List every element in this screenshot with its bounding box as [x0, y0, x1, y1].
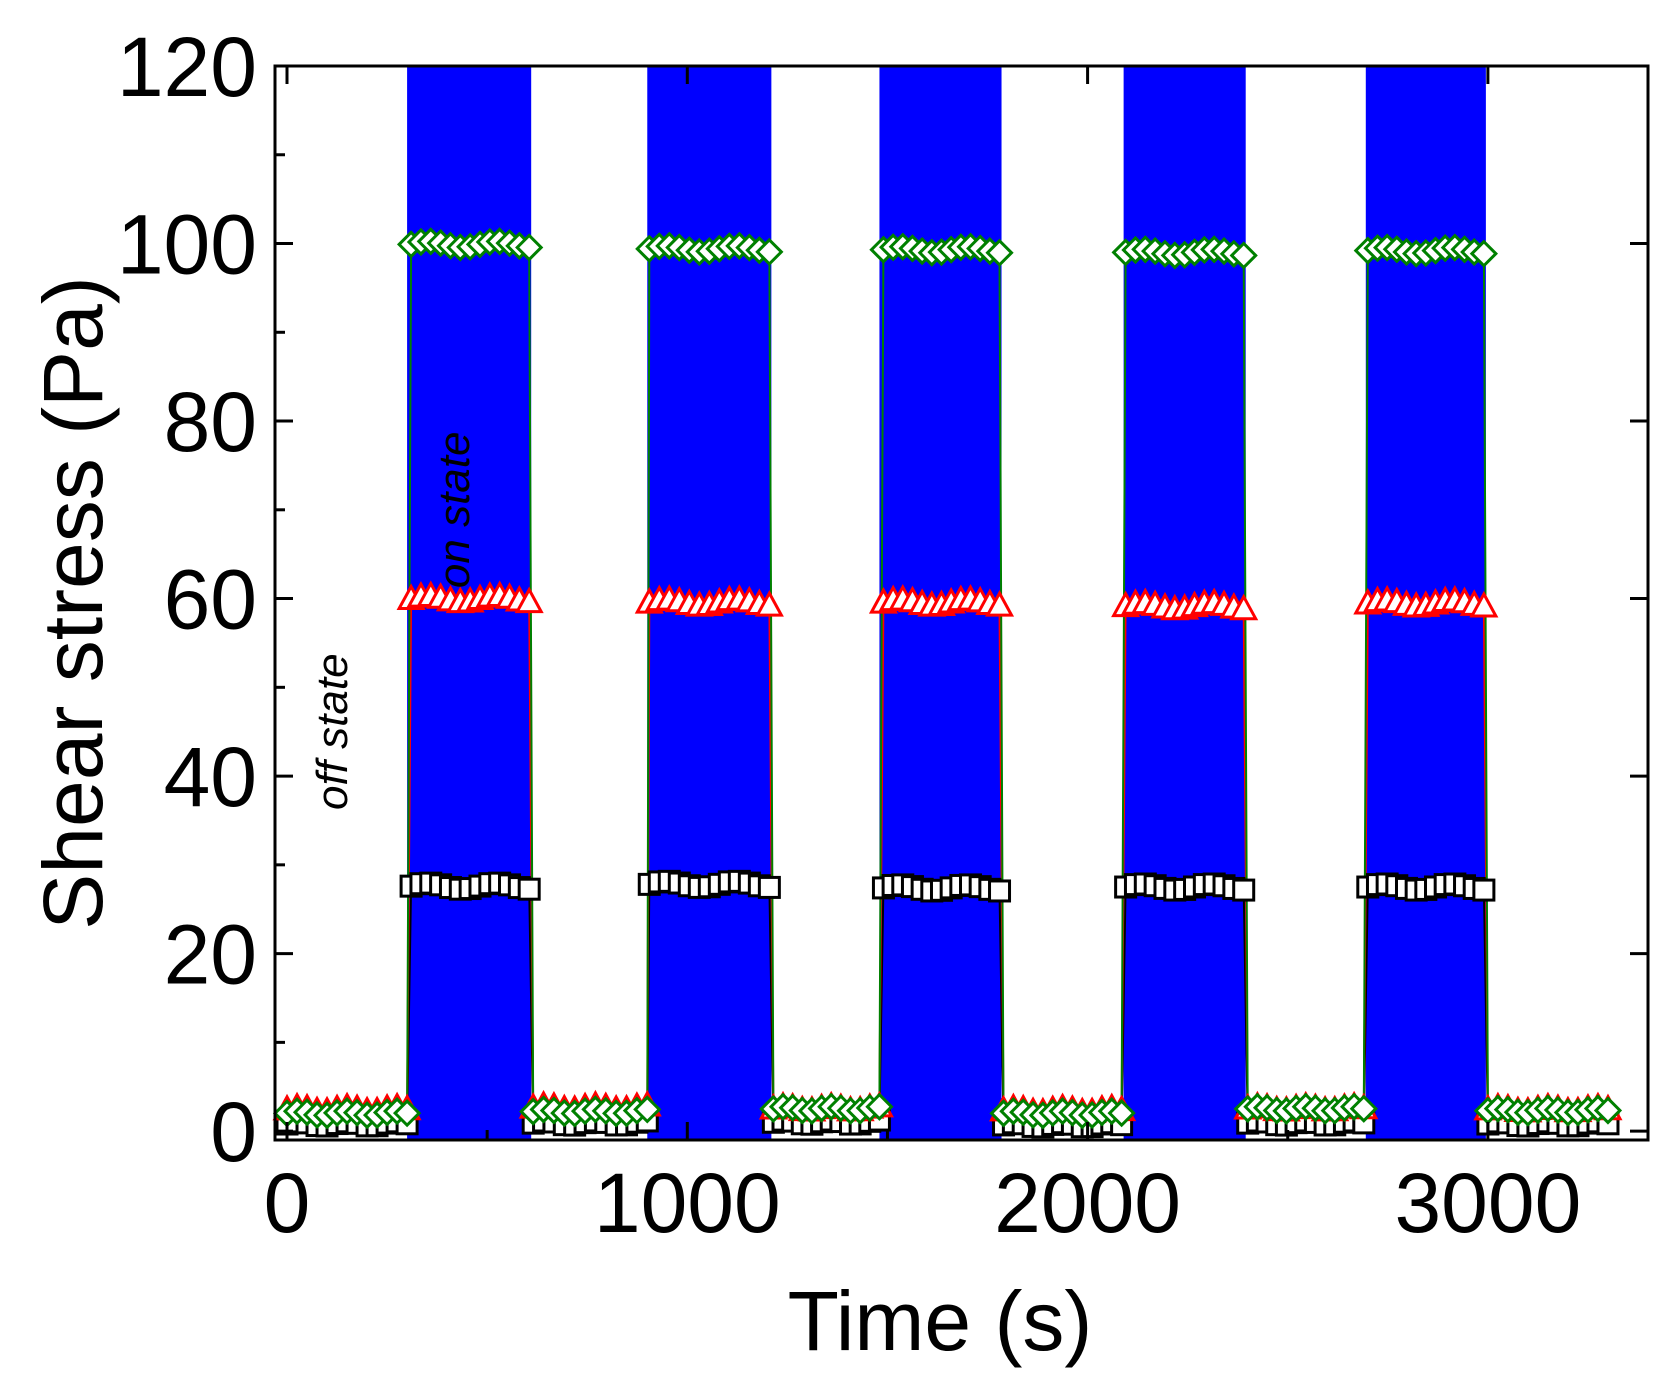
triangle-marker: [985, 590, 1015, 617]
diamond-marker: [1349, 1094, 1378, 1123]
y-tick-label: 0: [210, 1085, 257, 1179]
diamond-marker: [633, 1095, 662, 1124]
y-axis-title: Shear stress (Pa): [26, 276, 120, 930]
square-marker: [757, 875, 781, 899]
plot-frame: [273, 64, 1650, 1142]
diamond-marker: [1469, 239, 1499, 268]
x-tick-label: 3000: [1394, 1156, 1581, 1250]
square-marker: [1472, 878, 1496, 902]
diamond-marker: [1107, 1099, 1136, 1128]
annotation-label: off state: [308, 653, 357, 810]
y-tick-label: 100: [117, 198, 257, 292]
tick-labels: 0 1000 2000 3000 0 20 40 60 80 100 120: [117, 20, 1581, 1250]
y-tick-label: 80: [164, 375, 257, 469]
axis-ticks: [275, 64, 1648, 1140]
square-marker: [517, 877, 541, 901]
y-tick-label: 20: [164, 908, 257, 1002]
y-tick-label: 60: [164, 553, 257, 647]
y-tick-label: 40: [164, 730, 257, 824]
triangle-marker: [754, 590, 784, 617]
annotations: off state on state: [308, 432, 479, 810]
triangle-marker: [1469, 590, 1499, 618]
diamond-marker: [865, 1092, 894, 1121]
square-marker: [988, 879, 1012, 903]
annotation-label: on state: [430, 432, 479, 589]
diamond-marker: [1593, 1096, 1623, 1125]
diamond-marker: [755, 237, 784, 267]
x-axis-title: Time (s): [788, 1274, 1093, 1368]
x-tick-label: 2000: [994, 1156, 1181, 1250]
diamond-marker: [985, 238, 1014, 267]
diamond-marker: [1229, 241, 1258, 270]
y-tick-label: 120: [117, 20, 257, 114]
diamond-marker: [392, 1099, 422, 1128]
x-tick-label: 1000: [594, 1156, 781, 1250]
square-marker: [1232, 878, 1256, 902]
diamond-marker: [515, 233, 544, 262]
series-markers: [272, 227, 1623, 1139]
triangle-marker: [514, 586, 544, 614]
x-tick-label: 0: [264, 1156, 311, 1250]
triangle-marker: [1229, 593, 1259, 621]
